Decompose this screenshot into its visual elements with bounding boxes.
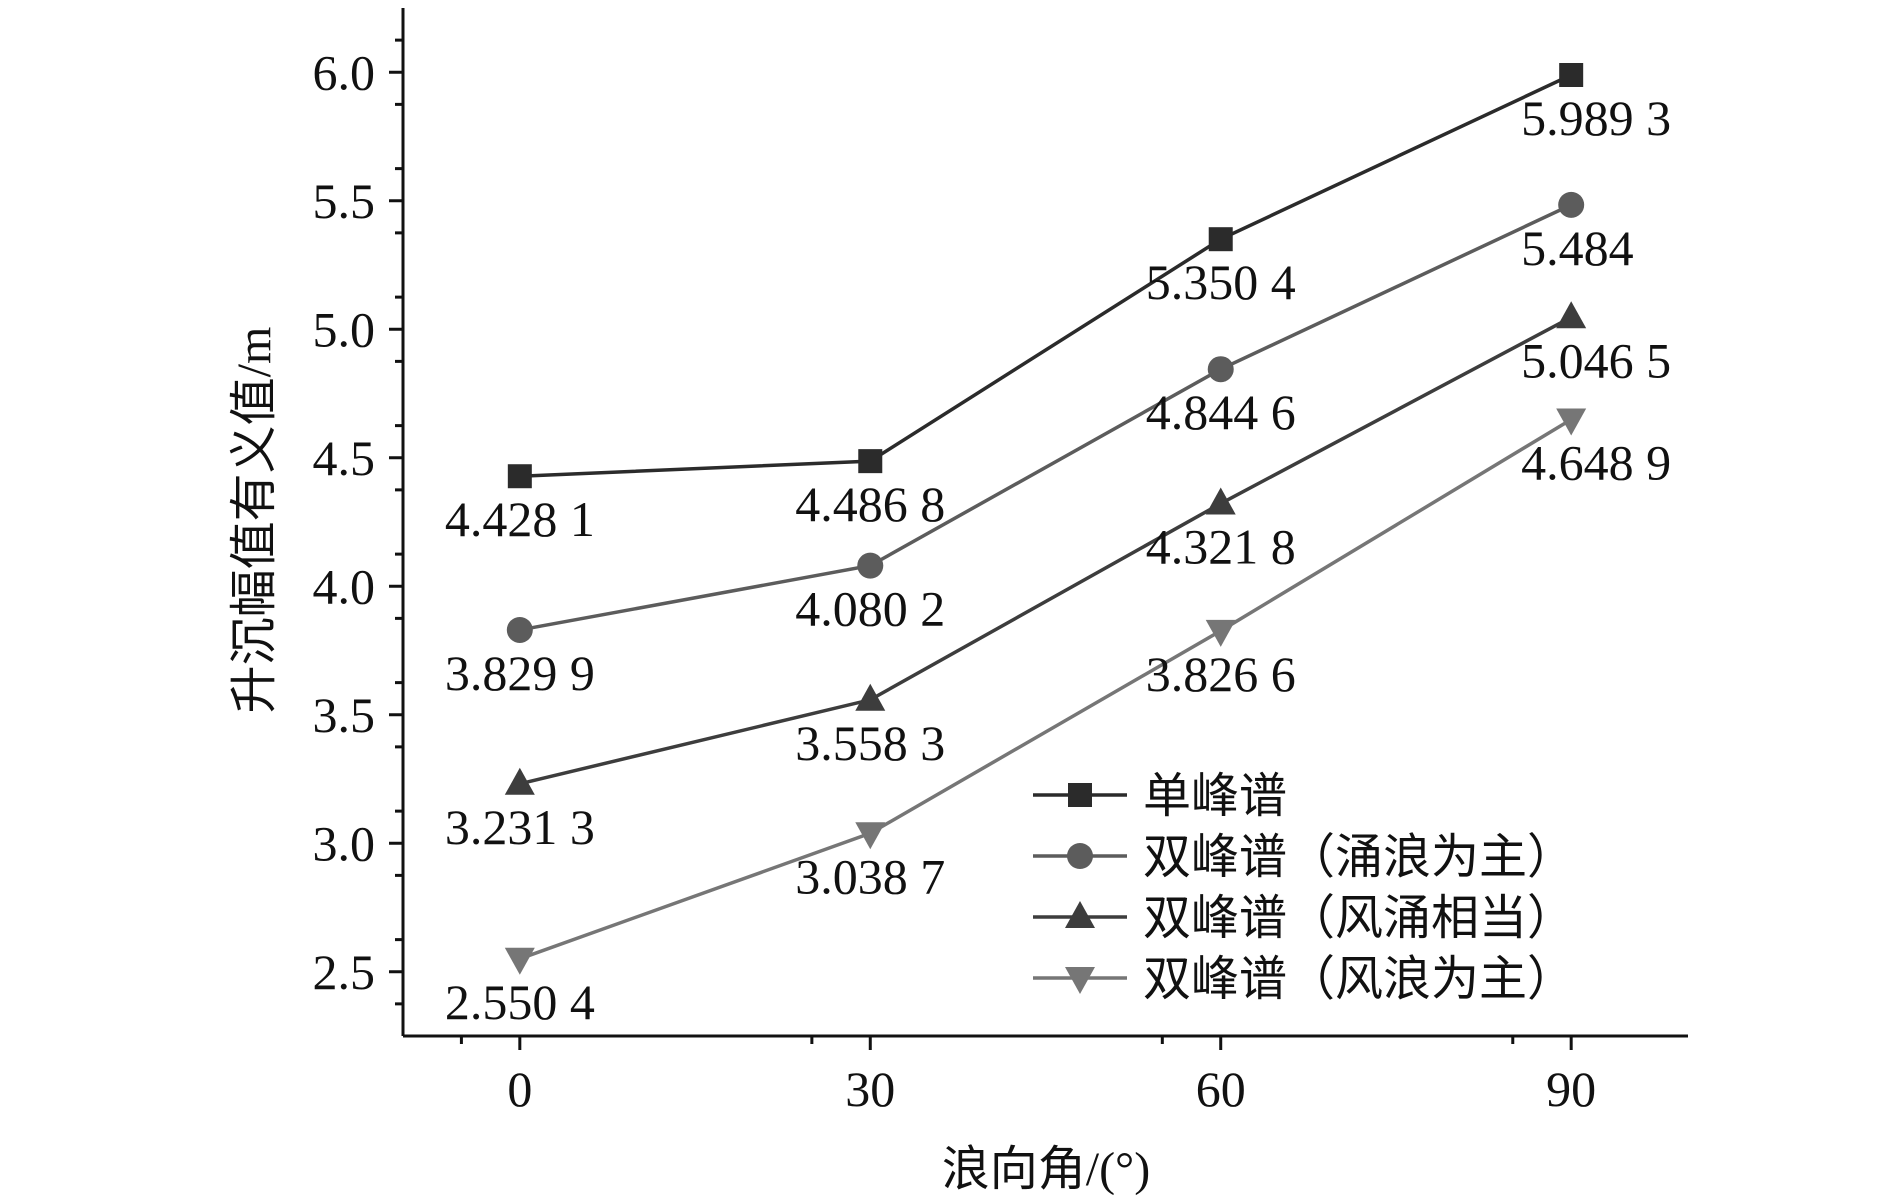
legend-label: 双峰谱（涌浪为主） <box>1143 831 1575 884</box>
data-point <box>1208 227 1233 252</box>
y-tick-label: 3.0 <box>313 815 376 871</box>
legend-item: 单峰谱 <box>1033 770 1287 823</box>
legend-item: 双峰谱（涌浪为主） <box>1033 831 1575 884</box>
data-point <box>1559 62 1584 87</box>
series-line <box>519 73 1572 478</box>
x-tick-label: 0 <box>507 1061 532 1117</box>
data-label: 3.829 9 <box>445 645 595 701</box>
axes: 2.5 3.0 3.5 4.0 4.5 5.0 5.5 6.0 0 30 60 90 <box>313 8 1688 1117</box>
data-point <box>858 449 883 474</box>
y-tick-label: 3.5 <box>313 687 376 743</box>
y-axis-title: 升沉幅值有义值/m <box>228 327 281 714</box>
data-point <box>504 767 535 795</box>
data-label: 5.046 5 <box>1521 332 1671 388</box>
series-0 <box>507 62 1584 489</box>
data-label: 5.989 3 <box>1521 90 1671 146</box>
data-point <box>1205 487 1236 515</box>
data-point <box>1556 408 1587 436</box>
data-point <box>1205 619 1236 647</box>
data-point <box>1558 191 1585 218</box>
data-labels: 4.428 1 4.486 8 5.350 4 5.989 3 3.829 9 4.080… <box>445 90 1671 1030</box>
y-tick-label: 5.5 <box>313 173 376 229</box>
series-layer <box>504 62 1587 975</box>
data-label: 3.038 7 <box>795 848 945 904</box>
data-label: 3.558 3 <box>795 715 945 771</box>
y-tick-label: 2.5 <box>313 944 376 1000</box>
legend-item: 双峰谱（风浪为主） <box>1033 953 1575 1006</box>
series-line <box>519 203 1572 632</box>
y-tick-label: 4.5 <box>313 430 376 486</box>
y-tick-label: 4.0 <box>313 558 376 614</box>
x-axis-title: 浪向角/(°) <box>942 1143 1151 1196</box>
series-2 <box>504 301 1587 795</box>
data-label: 3.231 3 <box>445 799 595 855</box>
series-line <box>519 315 1573 786</box>
y-tick-label: 6.0 <box>313 44 376 100</box>
data-point <box>504 947 535 975</box>
x-tick-label: 60 <box>1196 1061 1246 1117</box>
series-3 <box>504 408 1587 975</box>
data-label: 4.486 8 <box>795 476 945 532</box>
legend-item: 双峰谱（风涌相当） <box>1033 892 1575 945</box>
data-label: 4.648 9 <box>1521 434 1671 490</box>
data-label: 4.080 2 <box>795 581 945 637</box>
data-point <box>1207 356 1234 383</box>
data-label: 4.428 1 <box>445 491 595 547</box>
data-label: 5.350 4 <box>1146 254 1296 310</box>
data-point <box>855 683 886 711</box>
data-point <box>855 822 886 850</box>
series-line <box>519 417 1573 961</box>
data-point <box>1556 301 1587 329</box>
data-label: 2.550 4 <box>445 974 595 1030</box>
legend-label: 双峰谱（风浪为主） <box>1143 953 1575 1006</box>
data-point <box>507 464 532 489</box>
y-tick-label: 5.0 <box>313 301 376 357</box>
data-point <box>857 552 884 579</box>
data-point <box>506 616 533 643</box>
x-tick-label: 90 <box>1546 1061 1596 1117</box>
legend-marker <box>1065 967 1095 994</box>
legend-label: 双峰谱（风涌相当） <box>1143 892 1575 945</box>
legend-marker <box>1068 783 1092 807</box>
legend-marker <box>1067 843 1093 869</box>
data-label: 3.826 6 <box>1146 646 1296 702</box>
x-tick-label: 30 <box>845 1061 895 1117</box>
data-label: 4.321 8 <box>1146 519 1296 575</box>
series-1 <box>506 191 1585 643</box>
data-label: 4.844 6 <box>1146 384 1296 440</box>
legend-label: 单峰谱 <box>1143 770 1287 823</box>
data-label: 5.484 <box>1521 220 1634 276</box>
legend-marker <box>1065 901 1095 928</box>
